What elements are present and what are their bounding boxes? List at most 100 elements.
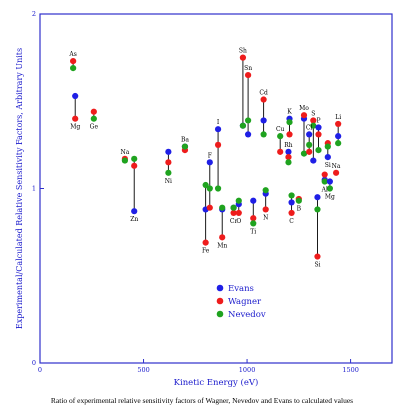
wagner-point <box>214 141 222 148</box>
wagner-point <box>262 206 269 213</box>
wagner-point <box>165 159 172 166</box>
element-label: Cl <box>306 124 313 131</box>
nevedov-point <box>244 117 252 124</box>
wagner-point <box>90 108 97 115</box>
evans-point <box>324 153 331 161</box>
wagner-point <box>335 120 342 128</box>
connector-lines <box>72 57 339 257</box>
evans-point <box>244 131 252 138</box>
wagner-point <box>285 153 292 161</box>
nevedov-point <box>239 122 247 129</box>
evans-point <box>260 117 267 124</box>
wagner-point <box>315 131 322 138</box>
nevedov-point <box>131 155 138 162</box>
nevedov-point <box>300 150 308 157</box>
nevedov-point <box>219 204 226 211</box>
element-label: Mn <box>217 242 227 249</box>
element-label: K <box>287 109 292 116</box>
element-label: Si <box>325 162 331 169</box>
element-label: C <box>289 218 294 225</box>
element-label: Mg <box>70 124 80 131</box>
nevedov-point <box>288 192 295 199</box>
y-axis-label: Experimental/Calculated Relative Sensiti… <box>15 48 24 329</box>
evans-point <box>288 199 295 206</box>
wagner-point <box>239 54 247 61</box>
nevedov-point <box>310 122 317 129</box>
wagner-point <box>260 96 267 103</box>
evans-point <box>306 131 313 138</box>
data-points <box>70 54 342 260</box>
element-label: Mg <box>325 194 335 201</box>
wagner-point <box>235 209 242 217</box>
element-label: O <box>236 218 241 225</box>
evans-point <box>326 178 333 185</box>
wagner-point <box>202 239 209 246</box>
nevedov-point <box>335 140 342 147</box>
element-label: Fe <box>202 248 210 255</box>
y-tick-label: 1 <box>32 185 36 193</box>
y-tick-label: 0 <box>32 359 36 367</box>
element-label: Sn <box>244 65 252 72</box>
nevedov-point <box>324 143 331 150</box>
element-label: As <box>68 51 76 58</box>
x-tick-label: 1000 <box>239 366 256 374</box>
wagner-point <box>250 215 257 222</box>
element-label: N <box>263 214 268 221</box>
element-label: Ba <box>181 137 189 144</box>
wagner-point <box>332 169 340 176</box>
nevedov-point <box>326 185 333 192</box>
evans-legend-label: Evans <box>228 284 254 294</box>
nevedov-point <box>260 131 267 138</box>
wagner-point <box>219 234 226 241</box>
element-label: Na <box>332 163 341 170</box>
element-label: Li <box>335 114 341 121</box>
nevedov-point <box>315 147 322 154</box>
wagner-point <box>300 112 308 119</box>
nevedov-point <box>295 197 302 204</box>
nevedov-point <box>202 181 209 189</box>
element-label: I <box>217 119 220 126</box>
nevedov-point <box>121 157 128 164</box>
wagner-point <box>306 148 313 155</box>
wagner-point <box>321 171 328 178</box>
element-label: Si <box>314 262 320 269</box>
wagner-point <box>310 117 317 124</box>
nevedov-point <box>306 141 313 148</box>
wagner-legend-label: Wagner <box>228 297 262 307</box>
element-label: Ni <box>165 178 172 185</box>
legend: Evans Wagner Nevedov <box>216 284 266 320</box>
wagner-point <box>206 204 213 211</box>
wagner-legend-marker <box>216 297 224 305</box>
element-label: B <box>297 206 302 213</box>
nevedov-point <box>250 220 257 227</box>
evans-point <box>165 148 172 155</box>
nevedov-point <box>262 187 269 194</box>
evans-point <box>250 197 257 204</box>
nevedov-point <box>165 169 172 176</box>
evans-point <box>131 208 138 215</box>
wagner-point <box>131 162 138 169</box>
scatter-chart: 0 500 1000 1500 0 1 2 As Mg Ge Na Zn Ni Ba Fe F I Mn CrO S… <box>15 10 393 388</box>
wagner-point <box>286 131 293 138</box>
axis-ticks <box>39 13 352 364</box>
nevedov-point <box>277 133 284 140</box>
wagner-point <box>230 209 237 217</box>
element-label: Zn <box>130 216 138 223</box>
element-label: Al <box>321 187 328 194</box>
nevedov-point <box>235 197 242 204</box>
nevedov-point <box>181 143 189 150</box>
nevedov-point <box>314 206 321 213</box>
element-label: F <box>208 152 212 159</box>
x-tick-label: 0 <box>38 366 42 374</box>
wagner-point <box>288 209 295 217</box>
element-label: Sh <box>239 48 247 55</box>
nevedov-point <box>230 204 237 211</box>
evans-point <box>72 92 79 100</box>
nevedov-legend-label: Nevedov <box>228 310 266 320</box>
element-label: Na <box>120 149 129 156</box>
element-label: Cr <box>230 218 238 225</box>
evans-point <box>206 159 213 166</box>
nevedov-point <box>214 185 222 192</box>
element-labels: As Mg Ge Na Zn Ni Ba Fe F I Mn CrO Sh Sn Ti Cd N Cu Rh K CB M… <box>68 48 341 269</box>
